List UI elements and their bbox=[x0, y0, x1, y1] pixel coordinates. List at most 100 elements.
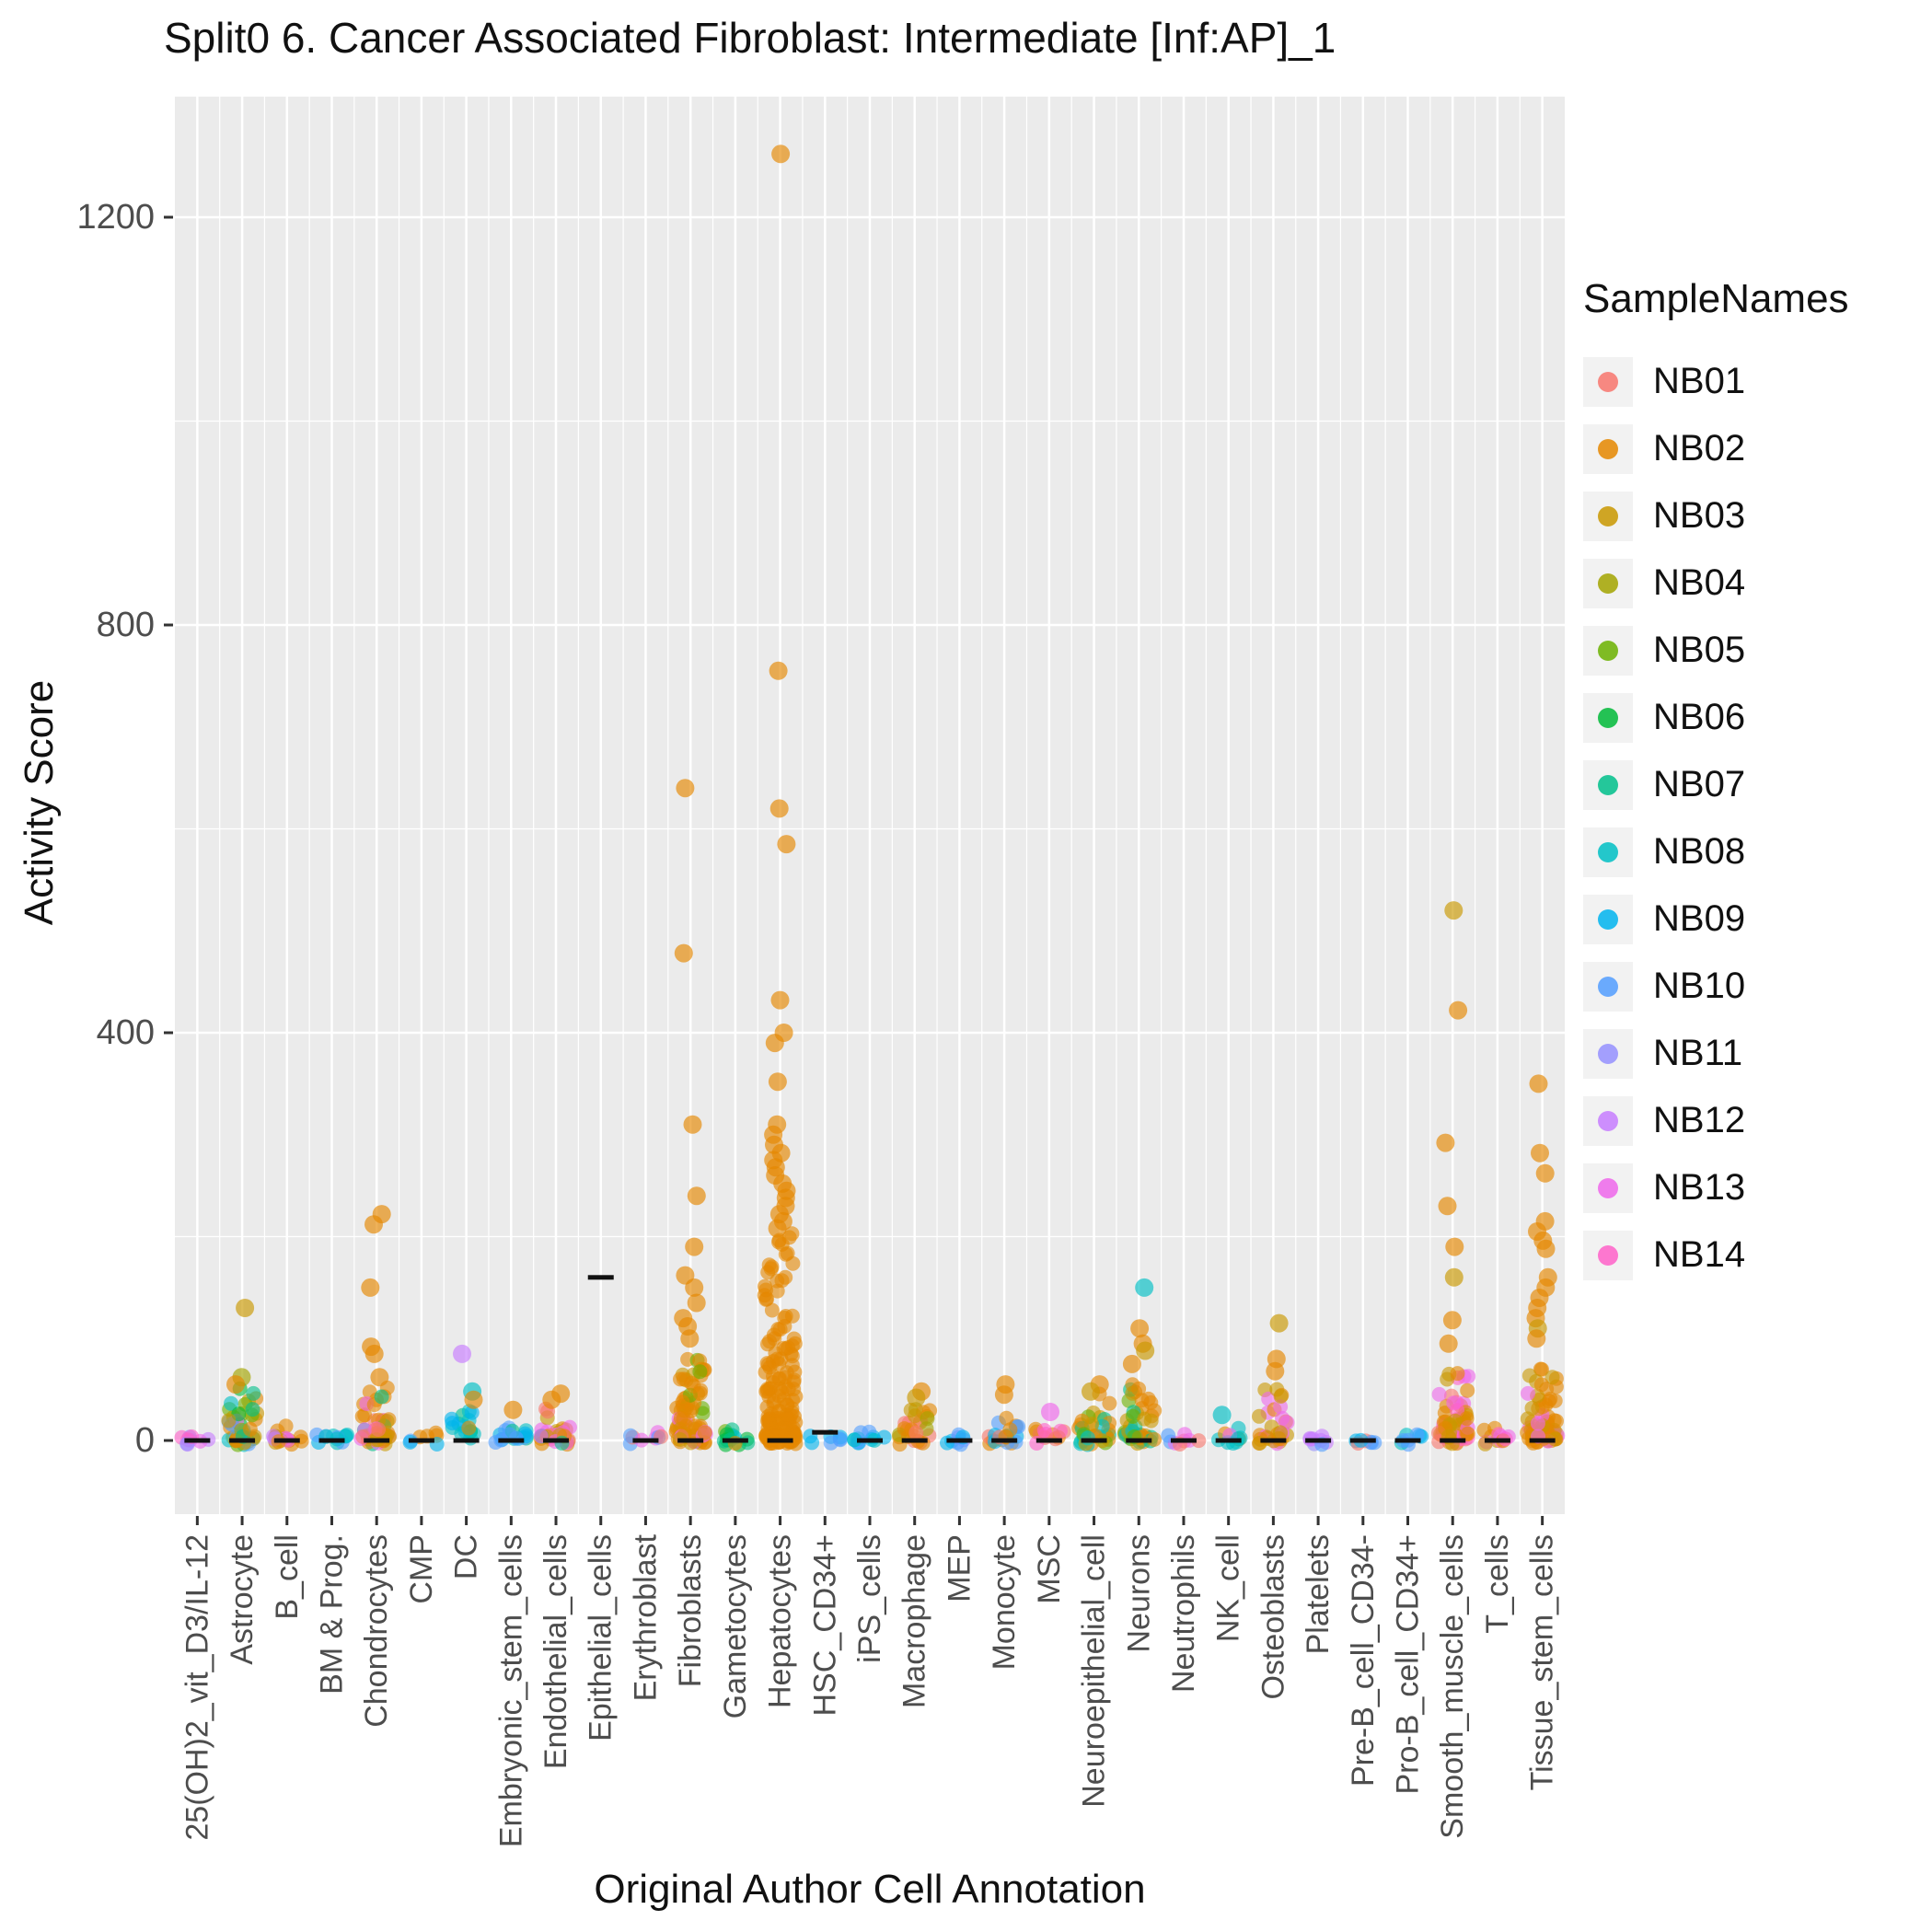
data-point-outlier bbox=[1135, 1278, 1154, 1297]
legend-item-NB08: NB08 bbox=[1583, 818, 1849, 885]
data-point bbox=[357, 1407, 373, 1423]
median-bar bbox=[184, 1438, 211, 1443]
data-point bbox=[686, 1378, 701, 1394]
data-point-outlier bbox=[1130, 1319, 1150, 1338]
data-point-outlier bbox=[687, 1186, 706, 1206]
legend-label: NB08 bbox=[1653, 831, 1746, 872]
sample-color-dot bbox=[1598, 1177, 1618, 1198]
median-bar bbox=[857, 1438, 883, 1443]
sample-color-dot bbox=[1598, 1244, 1618, 1266]
legend-key bbox=[1583, 1095, 1633, 1146]
data-point-outlier bbox=[777, 835, 796, 854]
data-point-outlier bbox=[1531, 1143, 1549, 1163]
sample-color-dot bbox=[1598, 573, 1618, 594]
data-point-outlier bbox=[1082, 1382, 1100, 1401]
data-point-outlier bbox=[687, 1293, 706, 1313]
data-point bbox=[1273, 1389, 1289, 1404]
data-point-outlier bbox=[685, 1237, 704, 1256]
data-point-outlier bbox=[1438, 1197, 1457, 1216]
data-point bbox=[804, 1435, 820, 1451]
data-point-outlier bbox=[769, 799, 789, 818]
legend-item-NB10: NB10 bbox=[1583, 953, 1849, 1020]
data-point-outlier bbox=[542, 1390, 561, 1409]
data-point bbox=[1147, 1431, 1163, 1447]
sample-color-dot bbox=[1598, 1110, 1618, 1131]
data-point-outlier bbox=[1449, 1001, 1468, 1020]
data-point bbox=[1252, 1435, 1267, 1451]
data-point-outlier bbox=[1136, 1341, 1155, 1360]
median-bar bbox=[498, 1438, 525, 1443]
legend-title: SampleNames bbox=[1583, 276, 1849, 321]
data-point bbox=[1191, 1433, 1207, 1449]
y-tick-label: 800 bbox=[97, 606, 155, 644]
data-point bbox=[374, 1389, 389, 1405]
data-point-outlier bbox=[771, 145, 791, 164]
data-point bbox=[1252, 1408, 1267, 1424]
legend-label: NB04 bbox=[1653, 562, 1746, 603]
median-bar bbox=[1170, 1438, 1197, 1443]
sample-color-dot bbox=[1598, 438, 1618, 459]
data-point-outlier bbox=[226, 1375, 245, 1394]
x-tick-label: Pro-B_cell_CD34+ bbox=[1391, 1534, 1426, 1795]
data-point bbox=[692, 1353, 708, 1369]
data-point-outlier bbox=[1529, 1074, 1548, 1093]
legend-item-NB06: NB06 bbox=[1583, 684, 1849, 751]
data-point bbox=[1524, 1400, 1540, 1416]
data-point bbox=[785, 1393, 801, 1408]
data-point bbox=[764, 1302, 780, 1318]
legend-label: NB11 bbox=[1653, 1033, 1743, 1073]
data-point-outlier bbox=[453, 1344, 471, 1363]
x-tick-label: Embryonic_stem_cells bbox=[493, 1534, 528, 1847]
median-bar bbox=[632, 1438, 659, 1443]
legend-key bbox=[1583, 625, 1633, 676]
x-tick-label: NK_cell bbox=[1211, 1534, 1246, 1642]
data-point-outlier bbox=[1436, 1133, 1455, 1152]
x-tick-label: MEP bbox=[942, 1534, 977, 1602]
data-point bbox=[676, 1411, 691, 1427]
data-point-outlier bbox=[1041, 1403, 1059, 1421]
median-bar bbox=[901, 1438, 928, 1443]
x-tick-label: iPS_cells bbox=[852, 1534, 887, 1663]
legend-label: NB12 bbox=[1653, 1100, 1746, 1140]
data-point bbox=[675, 1394, 690, 1410]
data-point bbox=[1134, 1393, 1150, 1408]
median-bar bbox=[946, 1438, 973, 1443]
data-point bbox=[1273, 1425, 1288, 1440]
data-point bbox=[461, 1420, 477, 1436]
data-point bbox=[697, 1425, 712, 1440]
data-point bbox=[362, 1384, 377, 1400]
data-point bbox=[766, 1369, 781, 1384]
legend-label: NB03 bbox=[1653, 495, 1746, 536]
data-point-outlier bbox=[1212, 1406, 1232, 1425]
data-point bbox=[224, 1395, 238, 1411]
x-tick-label: Neuroepithelial_cell bbox=[1077, 1534, 1112, 1808]
data-point bbox=[1137, 1411, 1152, 1427]
y-axis-title: Activity Score bbox=[17, 679, 62, 926]
legend-item-NB01: NB01 bbox=[1583, 348, 1849, 415]
legend-key bbox=[1583, 759, 1633, 810]
data-point bbox=[784, 1308, 800, 1324]
data-point-outlier bbox=[503, 1400, 523, 1419]
data-point bbox=[246, 1385, 261, 1401]
median-bar bbox=[1349, 1438, 1376, 1443]
median-bar bbox=[1260, 1438, 1287, 1443]
median-bar bbox=[587, 1275, 614, 1280]
data-point bbox=[727, 1436, 743, 1451]
x-tick-label: Tissue_stem_cells bbox=[1525, 1534, 1560, 1790]
data-point bbox=[763, 1261, 779, 1277]
data-point-outlier bbox=[1535, 1163, 1555, 1183]
x-tick-label: Osteoblasts bbox=[1255, 1534, 1290, 1700]
data-point-outlier bbox=[907, 1388, 926, 1407]
data-point bbox=[1460, 1426, 1475, 1441]
median-bar bbox=[1529, 1438, 1556, 1443]
data-point bbox=[695, 1406, 711, 1421]
x-tick-label: Gametocytes bbox=[718, 1534, 753, 1718]
data-point-outlier bbox=[683, 1115, 702, 1134]
legend-key bbox=[1583, 961, 1633, 1012]
data-point bbox=[245, 1402, 260, 1417]
x-tick-label: Chondrocytes bbox=[359, 1534, 394, 1728]
legend-label: NB02 bbox=[1653, 428, 1746, 469]
legend-item-NB09: NB09 bbox=[1583, 885, 1849, 953]
data-point bbox=[787, 1336, 803, 1351]
